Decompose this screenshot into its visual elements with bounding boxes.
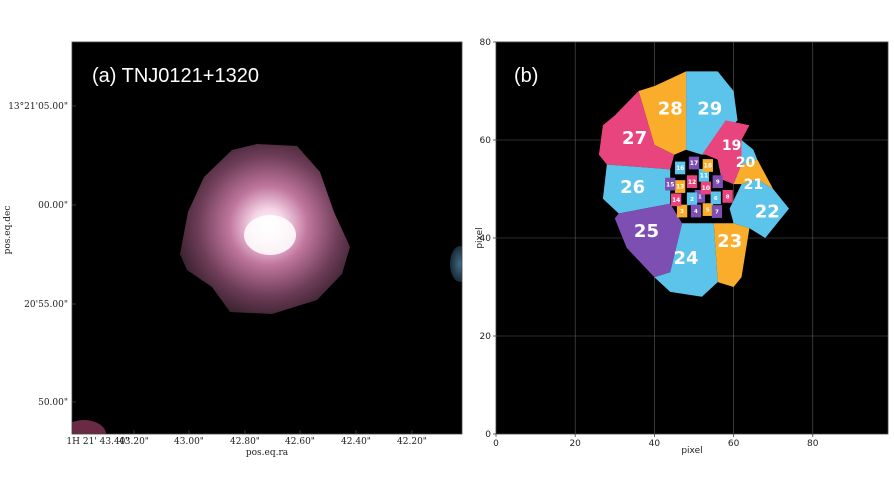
segment-label-20: 20 <box>736 155 756 171</box>
segment-region <box>729 179 790 238</box>
panel-b-xtick-label: 80 <box>807 439 819 449</box>
segment-cell-6 <box>710 191 721 205</box>
segment-cell-10 <box>700 181 712 195</box>
panel-b-ytick-label: 20 <box>480 332 492 342</box>
panel-b-xtick-label: 0 <box>493 439 499 449</box>
segment-region <box>602 164 671 214</box>
segment-label-9: 9 <box>716 180 720 186</box>
segment-label-18: 18 <box>704 163 712 170</box>
panel-b-xtick-label: 60 <box>728 439 740 449</box>
segment-label-7: 7 <box>715 210 719 216</box>
segment-cell-9 <box>712 175 723 189</box>
segment-cell-3 <box>676 204 688 218</box>
segment-regions <box>598 71 790 297</box>
segment-label-10: 10 <box>702 185 710 192</box>
segment-region <box>701 120 750 185</box>
segment-region <box>638 71 687 155</box>
segment-label-8: 8 <box>726 194 730 200</box>
segment-label-26: 26 <box>620 177 645 198</box>
segment-label-25: 25 <box>634 221 659 242</box>
segment-label-28: 28 <box>658 99 683 120</box>
segment-cell-2 <box>686 192 698 206</box>
segment-region <box>686 71 738 155</box>
segment-label-5: 5 <box>706 208 710 214</box>
segment-label-29: 29 <box>697 99 722 120</box>
segment-cell-5 <box>702 203 713 216</box>
segment-cell-14 <box>671 193 682 207</box>
segment-label-24: 24 <box>674 248 699 269</box>
panel-b-ytick-label: 80 <box>480 38 492 48</box>
segment-region <box>654 223 718 297</box>
segment-label-27: 27 <box>622 128 647 149</box>
segment-label-6: 6 <box>714 196 718 202</box>
segment-label-1: 1 <box>698 194 702 200</box>
segment-cell-16 <box>674 161 686 175</box>
segment-cell-1 <box>694 189 706 203</box>
segment-label-2: 2 <box>690 197 694 203</box>
panel-b-xtick-label: 40 <box>649 439 661 449</box>
panel-b-ytick-label: 60 <box>480 136 492 146</box>
segment-cell-17 <box>688 156 700 170</box>
segment-cell-18 <box>702 159 713 172</box>
segment-region <box>733 159 774 189</box>
segment-label-16: 16 <box>676 165 684 172</box>
segment-cell-8 <box>722 189 733 203</box>
panel-b-ylabel: pixel <box>475 227 485 248</box>
panel-b-tag: (b) <box>514 65 538 87</box>
segment-label-14: 14 <box>672 197 680 204</box>
panel-b-xtick-label: 20 <box>569 439 581 449</box>
segment-label-12: 12 <box>688 179 696 186</box>
segment-region <box>713 223 750 287</box>
segment-label-13: 13 <box>676 184 684 191</box>
segment-label-3: 3 <box>680 209 684 215</box>
segment-cell-12 <box>686 175 698 189</box>
panel-b-ytick-label: 0 <box>485 430 491 440</box>
segment-label-11: 11 <box>700 172 708 179</box>
segment-cell-7 <box>711 205 723 218</box>
segment-label-15: 15 <box>666 181 674 188</box>
segment-label-19: 19 <box>722 138 741 154</box>
panel-b-ytick-label: 40 <box>480 234 492 244</box>
segment-region <box>614 203 683 278</box>
segment-label-17: 17 <box>690 160 698 167</box>
segment-label-4: 4 <box>694 209 698 215</box>
segment-cell-11 <box>698 168 710 182</box>
panel-b-xlabel: pixel <box>681 446 702 456</box>
segment-cell-13 <box>674 180 686 193</box>
segment-label-22: 22 <box>755 202 780 223</box>
segment-label-21: 21 <box>744 177 763 193</box>
segment-label-23: 23 <box>717 231 742 252</box>
segment-region <box>598 91 675 170</box>
segment-cell-4 <box>690 204 702 218</box>
segment-cell-15 <box>665 177 676 191</box>
